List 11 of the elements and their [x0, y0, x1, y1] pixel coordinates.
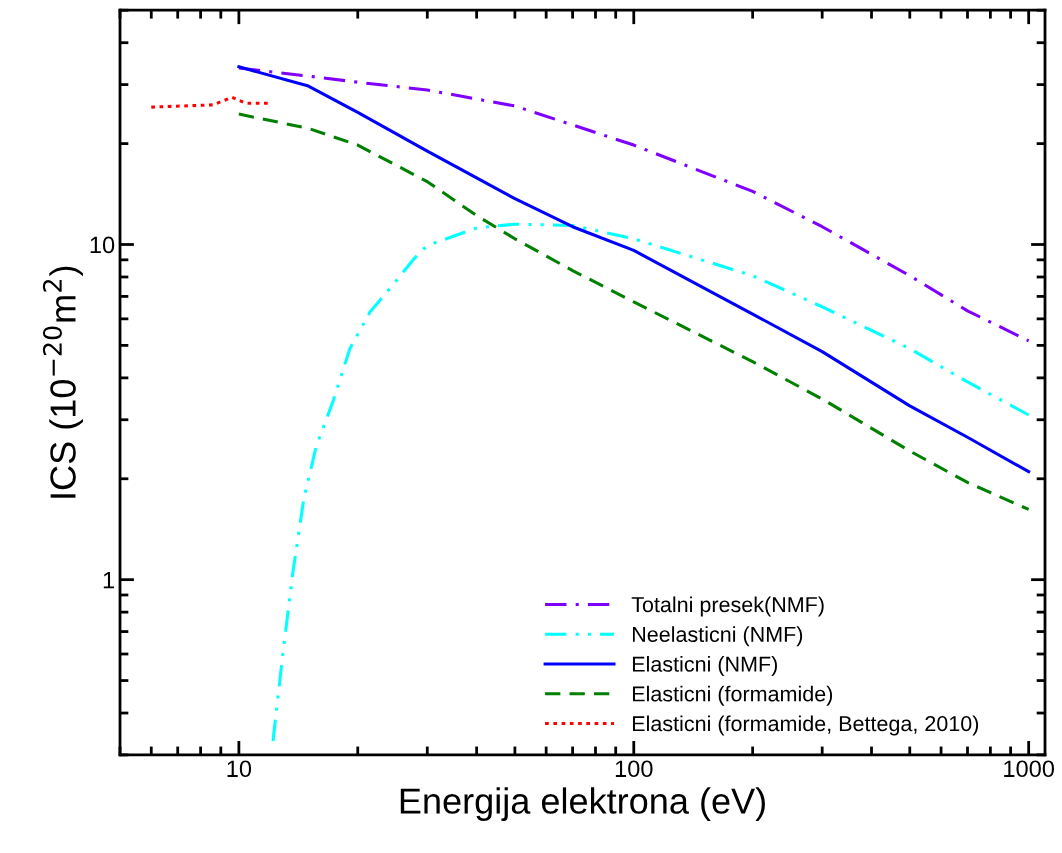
legend-label: Totalni presek(NMF) [631, 596, 824, 617]
legend-label: Neelasticni (NMF) [632, 626, 803, 647]
legend-label: Elasticni (formamide) [632, 685, 833, 706]
legend-label: Elasticni (NMF) [632, 655, 777, 677]
legend-label: Elasticni (formamide, Bettega, 2010) [632, 715, 979, 736]
y-axis-title: ICS (10$^{−20}$m$^{2}$) [42, 266, 83, 498]
x-tick-label: 10 [227, 760, 252, 778]
x-tick-label: 1000 [1004, 760, 1054, 778]
x-axis-title: Energija elektrona (eV) [400, 787, 765, 821]
x-tick-label: 100 [615, 760, 653, 778]
y-tick-label: 1 [103, 571, 114, 589]
